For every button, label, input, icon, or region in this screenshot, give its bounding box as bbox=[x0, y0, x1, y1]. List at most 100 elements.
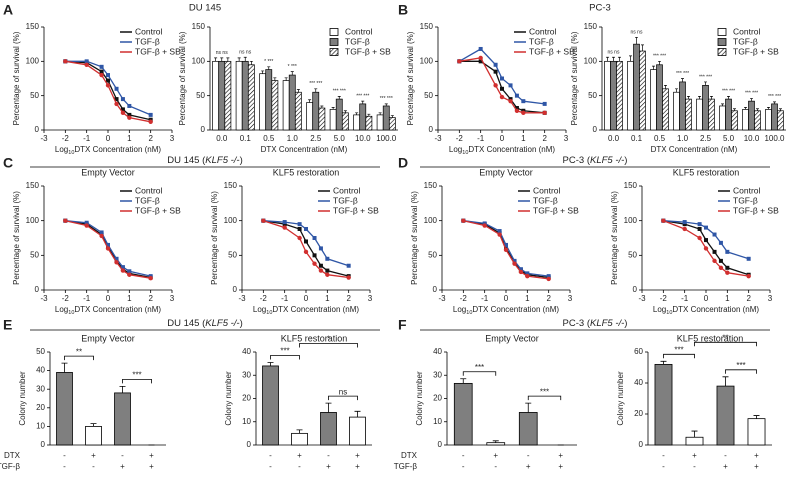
y-axis-label: Colony number bbox=[616, 371, 625, 426]
significance-label: *** bbox=[736, 361, 745, 370]
x-tick-label: -2 bbox=[660, 294, 668, 303]
y-tick-label: 10 bbox=[242, 417, 251, 426]
legend-label: TGF-β bbox=[135, 195, 160, 205]
error-bar bbox=[612, 56, 615, 62]
x-axis-label-part: 10 bbox=[68, 150, 74, 156]
data-point bbox=[127, 269, 132, 274]
significance-label: ** bbox=[722, 333, 728, 342]
condition-value: + bbox=[526, 462, 531, 471]
error-bar bbox=[331, 106, 335, 110]
y-tick-label: 0 bbox=[639, 440, 644, 449]
y-tick-label: 50 bbox=[588, 91, 597, 100]
data-point bbox=[546, 274, 551, 279]
group-title-part: PC-3 ( bbox=[563, 155, 591, 166]
x-tick-label: 0.0 bbox=[216, 134, 228, 143]
condition-value: + bbox=[120, 462, 125, 471]
error-bar bbox=[709, 96, 713, 100]
y-tick-label: 150 bbox=[26, 22, 40, 31]
legend-swatch bbox=[329, 28, 339, 36]
data-point bbox=[500, 76, 504, 81]
data-point bbox=[503, 247, 509, 252]
legend-swatch bbox=[717, 48, 727, 56]
error-bar bbox=[320, 105, 324, 109]
data-point bbox=[297, 222, 302, 227]
x-tick-label: 2 bbox=[346, 294, 351, 303]
error-bar bbox=[296, 89, 300, 93]
x-tick-label: 1.0 bbox=[287, 134, 299, 143]
bar bbox=[748, 100, 755, 131]
data-point bbox=[518, 267, 523, 272]
x-tick-label: 5.0 bbox=[334, 134, 346, 143]
y-tick-label: 30 bbox=[433, 370, 442, 379]
error-bar bbox=[722, 376, 729, 387]
bar bbox=[742, 109, 749, 131]
group-title-part: ) bbox=[240, 155, 243, 166]
bar bbox=[702, 85, 709, 131]
x-tick-label: 3 bbox=[368, 294, 373, 303]
legend-label: TGF-β bbox=[733, 195, 758, 205]
x-tick-label: -3 bbox=[434, 134, 442, 143]
significance-label: * *** bbox=[288, 64, 297, 70]
data-point bbox=[346, 263, 351, 268]
y-tick-label: 10 bbox=[36, 422, 45, 431]
error-bar bbox=[220, 57, 224, 62]
y-tick-label: 30 bbox=[36, 384, 45, 393]
series-line bbox=[65, 60, 151, 123]
data-point bbox=[504, 242, 508, 247]
x-axis-label-part: DTX Concentration (nM) bbox=[74, 145, 161, 154]
data-point bbox=[521, 110, 526, 116]
group-title-part: ) bbox=[240, 318, 243, 329]
bar bbox=[650, 69, 657, 131]
error-bar bbox=[721, 103, 725, 106]
data-point bbox=[746, 256, 751, 261]
group-title: DU 145 (KLF5 -/-) bbox=[167, 155, 243, 166]
bar bbox=[725, 98, 732, 131]
error-bar bbox=[652, 65, 656, 70]
bar bbox=[662, 88, 669, 131]
x-axis-label-part: DTX Concentration (nM) bbox=[74, 305, 161, 314]
data-point bbox=[106, 242, 110, 247]
x-tick-label: 0 bbox=[504, 294, 509, 303]
chart-title: KLF5 restoration bbox=[273, 167, 340, 177]
condition-value: - bbox=[693, 462, 696, 471]
condition-value: + bbox=[692, 451, 697, 460]
error-bar bbox=[61, 362, 68, 373]
x-tick-label: 0 bbox=[106, 134, 111, 143]
error-bar bbox=[744, 106, 748, 110]
condition-value: + bbox=[754, 451, 759, 460]
group-title-part: ) bbox=[624, 318, 627, 329]
condition-value: - bbox=[462, 462, 465, 471]
data-point bbox=[282, 222, 287, 227]
x-tick-label: 3 bbox=[170, 294, 175, 303]
y-tick-label: 40 bbox=[433, 347, 442, 356]
group-title: DU 145 (KLF5 -/-) bbox=[167, 318, 243, 329]
bar bbox=[388, 117, 396, 131]
bar bbox=[747, 418, 766, 446]
bar bbox=[359, 103, 367, 131]
y-tick-label: 40 bbox=[242, 347, 251, 356]
bar bbox=[85, 425, 102, 446]
x-tick-label: 100.0 bbox=[764, 134, 785, 143]
condition-value: + bbox=[355, 451, 360, 460]
bar bbox=[382, 105, 390, 131]
data-point bbox=[512, 258, 517, 263]
legend-label: TGF-β + SB bbox=[529, 46, 575, 56]
group-title-part: ) bbox=[624, 155, 627, 166]
bar bbox=[288, 74, 296, 131]
bar bbox=[320, 412, 337, 446]
data-point bbox=[99, 233, 104, 239]
data-point bbox=[482, 223, 487, 228]
error-bar bbox=[90, 423, 97, 427]
x-axis-label: DTX Concentration (nM) bbox=[261, 145, 348, 154]
panel-letter: C bbox=[3, 155, 13, 171]
error-bar bbox=[681, 78, 684, 82]
chart-title: KLF5 restoration bbox=[677, 333, 744, 343]
bar bbox=[696, 98, 703, 131]
condition-label: TGF-β bbox=[394, 462, 418, 471]
error-bar bbox=[698, 96, 702, 100]
data-point bbox=[114, 256, 119, 261]
y-tick-label: 150 bbox=[424, 181, 438, 190]
error-bar bbox=[284, 77, 288, 81]
data-point bbox=[542, 110, 547, 116]
x-tick-label: -1 bbox=[681, 294, 689, 303]
